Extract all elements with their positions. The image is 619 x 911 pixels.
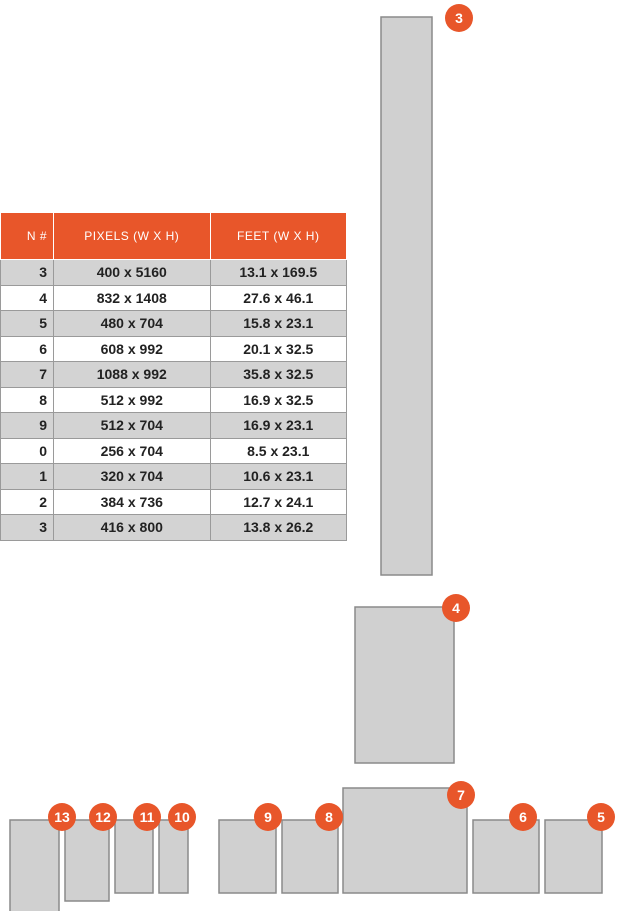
table-cell: 320 x 704 <box>53 463 211 490</box>
screen <box>64 819 110 902</box>
badge-label: 12 <box>95 809 111 825</box>
table-cell: 35.8 x 32.5 <box>209 361 348 388</box>
table-cell: 5 <box>0 310 54 337</box>
size-table: N # PIXELS (W X H) FEET (W X H) 3 400 x 5160… <box>0 212 348 541</box>
table-row: 0 256 x 704 8.5 x 23.1 <box>0 437 348 464</box>
table-cell: 384 x 736 <box>53 488 211 515</box>
table-cell: 6 <box>0 335 54 362</box>
table-cell: 12.7 x 24.1 <box>209 488 348 515</box>
badge <box>254 803 282 831</box>
badge <box>168 803 196 831</box>
table-cell: 480 x 704 <box>53 310 211 337</box>
screen <box>380 16 433 576</box>
table-cell: 256 x 704 <box>53 437 211 464</box>
table-cell: 512 x 992 <box>53 386 211 413</box>
badge-label: 11 <box>140 809 155 825</box>
badge <box>89 803 117 831</box>
table-cell: 16.9 x 23.1 <box>209 412 348 439</box>
header-cell: PIXELS (W X H) <box>53 212 211 260</box>
screen <box>218 819 277 894</box>
badge <box>445 4 473 32</box>
table-cell: 7 <box>0 361 54 388</box>
table-row: 7 1088 x 992 35.8 x 32.5 <box>0 361 348 388</box>
table-cell: 608 x 992 <box>53 335 211 362</box>
table-row: 8 512 x 992 16.9 x 32.5 <box>0 386 348 413</box>
table-cell: 4 <box>0 284 54 311</box>
header-cell: FEET (W X H) <box>209 212 348 260</box>
screen <box>281 819 339 894</box>
table-cell: 9 <box>0 412 54 439</box>
table-cell: 15.8 x 23.1 <box>209 310 348 337</box>
table-cell: 3 <box>0 514 54 541</box>
table-cell: 400 x 5160 <box>53 259 211 286</box>
table-row: 5 480 x 704 15.8 x 23.1 <box>0 310 348 337</box>
screen <box>544 819 603 894</box>
badge-label: 6 <box>519 809 527 825</box>
badge <box>315 803 343 831</box>
table-cell: 13.1 x 169.5 <box>209 259 348 286</box>
table-cell: 20.1 x 32.5 <box>209 335 348 362</box>
badge-label: 9 <box>264 809 272 825</box>
screen <box>158 819 189 894</box>
table-cell: 1088 x 992 <box>53 361 211 388</box>
table-cell: 16.9 x 32.5 <box>209 386 348 413</box>
badge <box>442 594 470 622</box>
badge <box>587 803 615 831</box>
table-cell: 13.8 x 26.2 <box>209 514 348 541</box>
table-cell: 512 x 704 <box>53 412 211 439</box>
screen <box>354 606 455 764</box>
badge <box>509 803 537 831</box>
table-cell: 416 x 800 <box>53 514 211 541</box>
badge-label: 13 <box>54 809 70 825</box>
screen <box>472 819 540 894</box>
badge <box>447 781 475 809</box>
table-cell: 832 x 1408 <box>53 284 211 311</box>
table-row: 9 512 x 704 16.9 x 23.1 <box>0 412 348 439</box>
table-row: 3 416 x 800 13.8 x 26.2 <box>0 514 348 541</box>
table-cell: 8.5 x 23.1 <box>209 437 348 464</box>
table-row: 6 608 x 992 20.1 x 32.5 <box>0 335 348 362</box>
badge-label: 7 <box>457 787 465 803</box>
badge-label: 5 <box>597 809 605 825</box>
screen <box>342 787 468 894</box>
table-cell: 3 <box>0 259 54 286</box>
table-row: 4 832 x 1408 27.6 x 46.1 <box>0 284 348 311</box>
table-cell: 2 <box>0 488 54 515</box>
table-cell: 1 <box>0 463 54 490</box>
screen <box>9 819 60 911</box>
table-cell: 8 <box>0 386 54 413</box>
table-cell: 27.6 x 46.1 <box>209 284 348 311</box>
badge <box>48 803 76 831</box>
table-row: 3 400 x 5160 13.1 x 169.5 <box>0 259 348 286</box>
table-row: 2 384 x 736 12.7 x 24.1 <box>0 488 348 515</box>
badge-label: 4 <box>452 600 460 616</box>
table-row: 1 320 x 704 10.6 x 23.1 <box>0 463 348 490</box>
badge-label: 8 <box>325 809 333 825</box>
screen <box>114 819 154 894</box>
badge-label: 10 <box>174 809 190 825</box>
table-cell: 10.6 x 23.1 <box>209 463 348 490</box>
badge-label: 3 <box>455 10 463 26</box>
badge <box>133 803 161 831</box>
header-cell: N # <box>0 212 54 260</box>
table-cell: 0 <box>0 437 54 464</box>
